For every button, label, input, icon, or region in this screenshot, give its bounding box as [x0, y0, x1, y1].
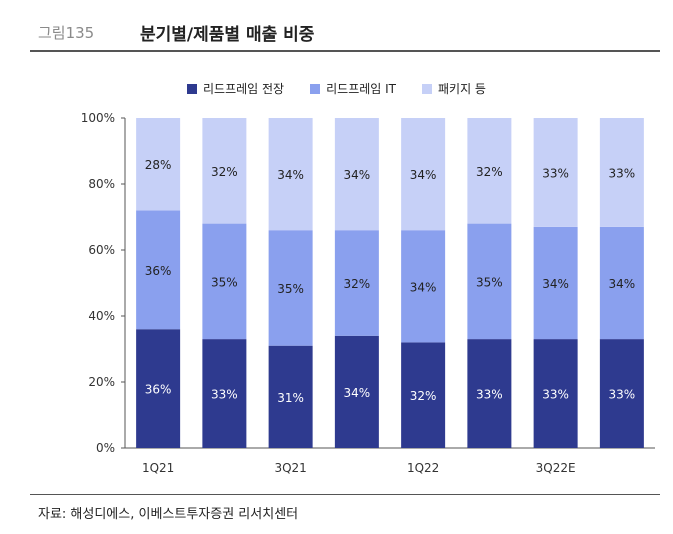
y-tick-label: 80%	[88, 177, 115, 191]
bar-data-label: 32%	[211, 165, 238, 179]
legend-label-2: 패키지 등	[438, 82, 486, 96]
bar-data-label: 33%	[609, 166, 636, 180]
y-tick-label: 100%	[81, 111, 115, 125]
bar-segment	[533, 118, 578, 227]
bar-data-label: 34%	[344, 386, 371, 400]
bar-data-label: 32%	[410, 389, 437, 403]
bar-segment	[533, 226, 578, 340]
bar-data-label: 31%	[277, 391, 304, 405]
bar-data-label: 34%	[410, 280, 437, 294]
bar-data-label: 34%	[542, 277, 569, 291]
bar-data-label: 36%	[145, 383, 172, 397]
x-tick-label: 1Q22	[407, 461, 439, 475]
bar-data-label: 33%	[476, 388, 503, 402]
bar-data-label: 33%	[609, 388, 636, 402]
bar-segment	[334, 335, 379, 448]
bar-data-label: 36%	[145, 264, 172, 278]
bar-segment	[467, 118, 512, 224]
bar-data-label: 34%	[410, 168, 437, 182]
bar-data-label: 33%	[542, 388, 569, 402]
bar-segment	[533, 339, 578, 448]
y-tick-label: 20%	[88, 375, 115, 389]
bar-segment	[599, 226, 644, 340]
bar-data-label: 33%	[211, 388, 238, 402]
bar-segment	[136, 329, 181, 448]
legend-item-1: 리드프레임 IT	[310, 80, 396, 97]
bar-segment	[599, 118, 644, 227]
bar-segment	[202, 118, 247, 224]
chart-legend: 리드프레임 전장 리드프레임 IT 패키지 등	[0, 80, 673, 97]
bar-segment	[268, 118, 313, 231]
x-tick-label: 3Q22E	[536, 461, 576, 475]
bar-segment	[136, 210, 181, 330]
legend-label-1: 리드프레임 IT	[326, 82, 396, 96]
bar-data-label: 35%	[277, 282, 304, 296]
bar-segment	[136, 118, 181, 211]
legend-swatch-2	[422, 83, 432, 94]
bar-segment	[334, 118, 379, 231]
bar-segment	[401, 342, 446, 448]
bar-data-label: 35%	[211, 275, 238, 289]
bar-segment	[202, 223, 247, 340]
x-tick-label: 1Q21	[142, 461, 174, 475]
bar-data-label: 33%	[542, 166, 569, 180]
bar-segment	[202, 339, 247, 448]
legend-item-0: 리드프레임 전장	[187, 80, 284, 97]
bar-segment	[467, 339, 512, 448]
bar-data-label: 28%	[145, 158, 172, 172]
bottom-rule	[30, 494, 660, 495]
bar-segment	[467, 223, 512, 340]
bar-data-label: 34%	[344, 168, 371, 182]
figure-title: 분기별/제품별 매출 비중	[140, 25, 315, 45]
bar-segment	[401, 230, 446, 343]
source-note: 자료: 해성디에스, 이베스트투자증권 리서치센터	[38, 507, 299, 522]
y-tick-label: 60%	[88, 243, 115, 257]
x-tick-label: 3Q21	[274, 461, 306, 475]
legend-label-0: 리드프레임 전장	[203, 82, 285, 96]
bar-segment	[599, 339, 644, 448]
bar-data-label: 35%	[476, 275, 503, 289]
top-rule	[30, 50, 660, 52]
bar-segment	[401, 118, 446, 231]
bar-segment	[268, 230, 313, 346]
bar-data-label: 32%	[344, 277, 371, 291]
legend-swatch-1	[310, 83, 321, 94]
bar-data-label: 34%	[277, 168, 304, 182]
bar-data-label: 32%	[476, 165, 503, 179]
bar-segment	[334, 230, 379, 336]
bar-segment	[268, 345, 313, 448]
legend-item-2: 패키지 등	[422, 80, 486, 97]
figure-label: 그림135	[38, 24, 95, 42]
legend-swatch-0	[187, 83, 197, 94]
y-tick-label: 40%	[88, 309, 115, 323]
y-tick-label: 0%	[96, 441, 115, 455]
bar-data-label: 34%	[609, 277, 636, 291]
